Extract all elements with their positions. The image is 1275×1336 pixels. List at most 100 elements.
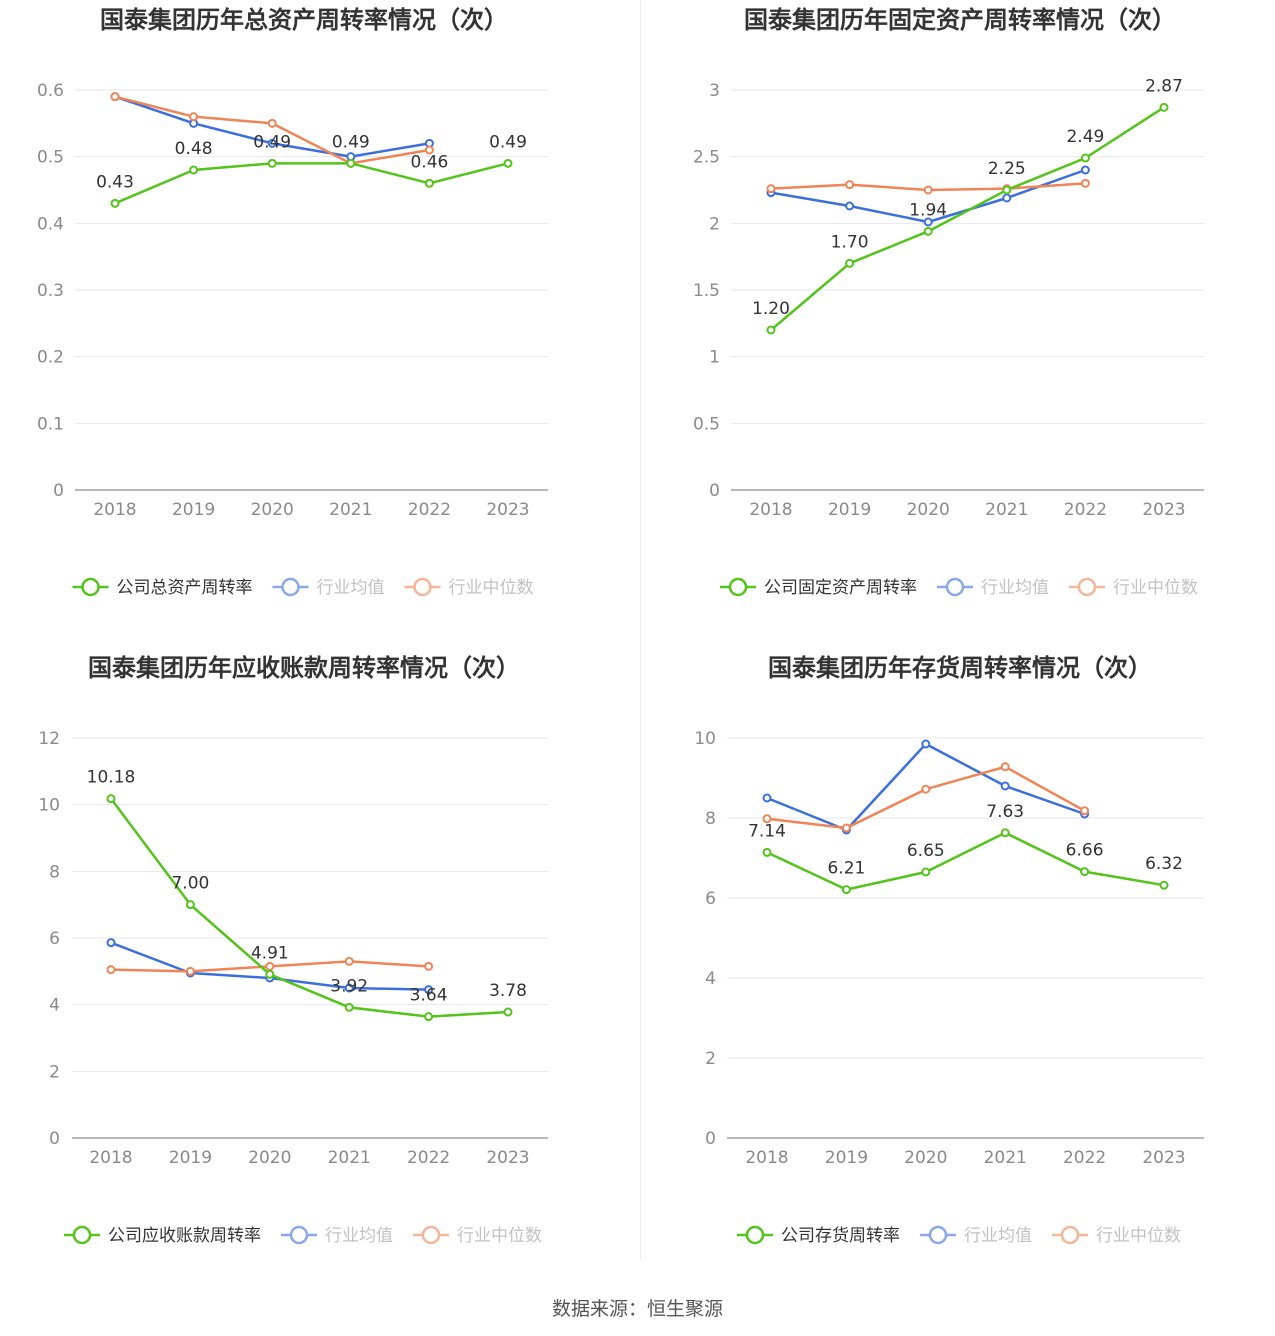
- data-point-company[interactable]: [346, 158, 356, 168]
- data-point-average[interactable]: [106, 938, 116, 948]
- legend-label: 行业中位数: [457, 1226, 542, 1246]
- x-tick-label: 2021: [329, 500, 372, 520]
- data-point-median[interactable]: [185, 966, 195, 976]
- data-point-company[interactable]: [1002, 185, 1012, 195]
- legend-item-company[interactable]: 公司存货周转率: [737, 1225, 900, 1246]
- data-point-company[interactable]: [845, 258, 855, 268]
- legend-item-average[interactable]: 行业均值: [920, 1225, 1032, 1246]
- legend-item-median[interactable]: 行业中位数: [413, 1225, 542, 1246]
- data-point-average[interactable]: [267, 138, 277, 148]
- series-line-company: [109, 797, 509, 1018]
- chart-title: 国泰集团历年总资产周转率情况（次）: [100, 6, 508, 34]
- data-point-median[interactable]: [189, 112, 199, 122]
- data-point-median[interactable]: [110, 92, 120, 102]
- y-tick-label: 0: [709, 481, 720, 501]
- data-point-company[interactable]: [106, 794, 116, 804]
- data-point-average[interactable]: [424, 985, 434, 995]
- legend-item-median[interactable]: 行业中位数: [1069, 577, 1198, 598]
- data-point-median[interactable]: [845, 180, 855, 190]
- data-point-average[interactable]: [923, 217, 933, 227]
- data-point-average[interactable]: [845, 201, 855, 211]
- x-tick-label: 2020: [251, 500, 294, 520]
- data-point-company[interactable]: [1159, 880, 1169, 890]
- chart-title: 国泰集团历年存货周转率情况（次）: [768, 654, 1152, 682]
- data-point-median[interactable]: [1080, 178, 1090, 188]
- data-point-median[interactable]: [265, 961, 275, 971]
- legend-item-average[interactable]: 行业均值: [281, 1225, 393, 1246]
- data-point-median[interactable]: [766, 184, 776, 194]
- legend-item-average[interactable]: 行业均值: [937, 577, 1049, 598]
- data-point-median[interactable]: [923, 185, 933, 195]
- data-label: 6.66: [1066, 841, 1104, 861]
- data-point-company[interactable]: [185, 900, 195, 910]
- x-tick-label: 2019: [825, 1148, 868, 1168]
- data-point-average[interactable]: [762, 793, 772, 803]
- data-point-median[interactable]: [1000, 762, 1010, 772]
- x-tick-label: 2019: [172, 500, 215, 520]
- data-point-average[interactable]: [1080, 165, 1090, 175]
- data-label: 0.48: [175, 139, 213, 159]
- data-point-median[interactable]: [424, 961, 434, 971]
- x-tick-label: 2023: [1142, 500, 1185, 520]
- data-point-median[interactable]: [344, 956, 354, 966]
- legend-label: 行业均值: [325, 1226, 393, 1246]
- x-tick-label: 2018: [89, 1148, 132, 1168]
- data-point-company[interactable]: [921, 867, 931, 877]
- data-point-company[interactable]: [1159, 102, 1169, 112]
- data-label: 2.49: [1066, 127, 1104, 147]
- x-tick-label: 2018: [93, 500, 136, 520]
- data-point-average[interactable]: [1000, 781, 1010, 791]
- data-point-median[interactable]: [106, 965, 116, 975]
- legend-item-average[interactable]: 行业均值: [272, 577, 385, 598]
- data-point-median[interactable]: [841, 823, 851, 833]
- x-tick-label: 2020: [907, 500, 950, 520]
- data-point-company[interactable]: [424, 178, 434, 188]
- legend-item-company[interactable]: 公司固定资产周转率: [720, 577, 917, 598]
- data-point-company[interactable]: [766, 325, 776, 335]
- data-point-median[interactable]: [1080, 806, 1090, 816]
- data-point-median[interactable]: [424, 145, 434, 155]
- series-line-company: [766, 831, 1165, 891]
- x-tick-label: 2021: [328, 1148, 371, 1168]
- y-tick-label: 4: [49, 996, 60, 1016]
- data-point-median[interactable]: [267, 118, 277, 128]
- legend-marker: [1060, 1225, 1080, 1245]
- y-tick-label: 6: [705, 889, 716, 909]
- data-point-average[interactable]: [921, 739, 931, 749]
- x-tick-label: 2018: [749, 500, 792, 520]
- y-tick-label: 0: [53, 481, 64, 501]
- data-point-company[interactable]: [503, 158, 513, 168]
- data-point-company[interactable]: [110, 198, 120, 208]
- data-point-company[interactable]: [265, 969, 275, 979]
- data-point-company[interactable]: [503, 1007, 513, 1017]
- data-point-company[interactable]: [762, 847, 772, 857]
- data-label: 0.49: [489, 132, 527, 152]
- legend-item-median[interactable]: 行业中位数: [404, 577, 534, 598]
- data-point-average[interactable]: [1002, 193, 1012, 203]
- data-point-company[interactable]: [923, 226, 933, 236]
- y-tick-label: 1: [709, 348, 720, 368]
- data-point-company[interactable]: [344, 1002, 354, 1012]
- data-point-company[interactable]: [1080, 153, 1090, 163]
- legend-label: 行业中位数: [1113, 578, 1198, 598]
- y-tick-label: 0.5: [37, 148, 64, 168]
- data-point-company[interactable]: [841, 885, 851, 895]
- x-tick-label: 2022: [1063, 1148, 1106, 1168]
- data-point-average[interactable]: [344, 983, 354, 993]
- legend-item-median[interactable]: 行业中位数: [1052, 1225, 1181, 1246]
- data-label: 0.49: [332, 132, 370, 152]
- y-tick-label: 0.1: [37, 414, 64, 434]
- data-point-company[interactable]: [424, 1012, 434, 1022]
- legend-label: 行业均值: [317, 578, 385, 598]
- data-point-median[interactable]: [762, 814, 772, 824]
- data-point-company[interactable]: [1080, 867, 1090, 877]
- data-point-company[interactable]: [189, 165, 199, 175]
- data-point-company[interactable]: [267, 158, 277, 168]
- legend-item-company[interactable]: 公司总资产周转率: [72, 577, 253, 598]
- legend-item-company[interactable]: 公司应收账款周转率: [64, 1225, 261, 1246]
- x-tick-label: 2022: [1064, 500, 1107, 520]
- data-point-median[interactable]: [921, 784, 931, 794]
- panel-divider: [640, 0, 641, 1260]
- y-tick-label: 0.6: [37, 81, 64, 101]
- data-point-company[interactable]: [1000, 828, 1010, 838]
